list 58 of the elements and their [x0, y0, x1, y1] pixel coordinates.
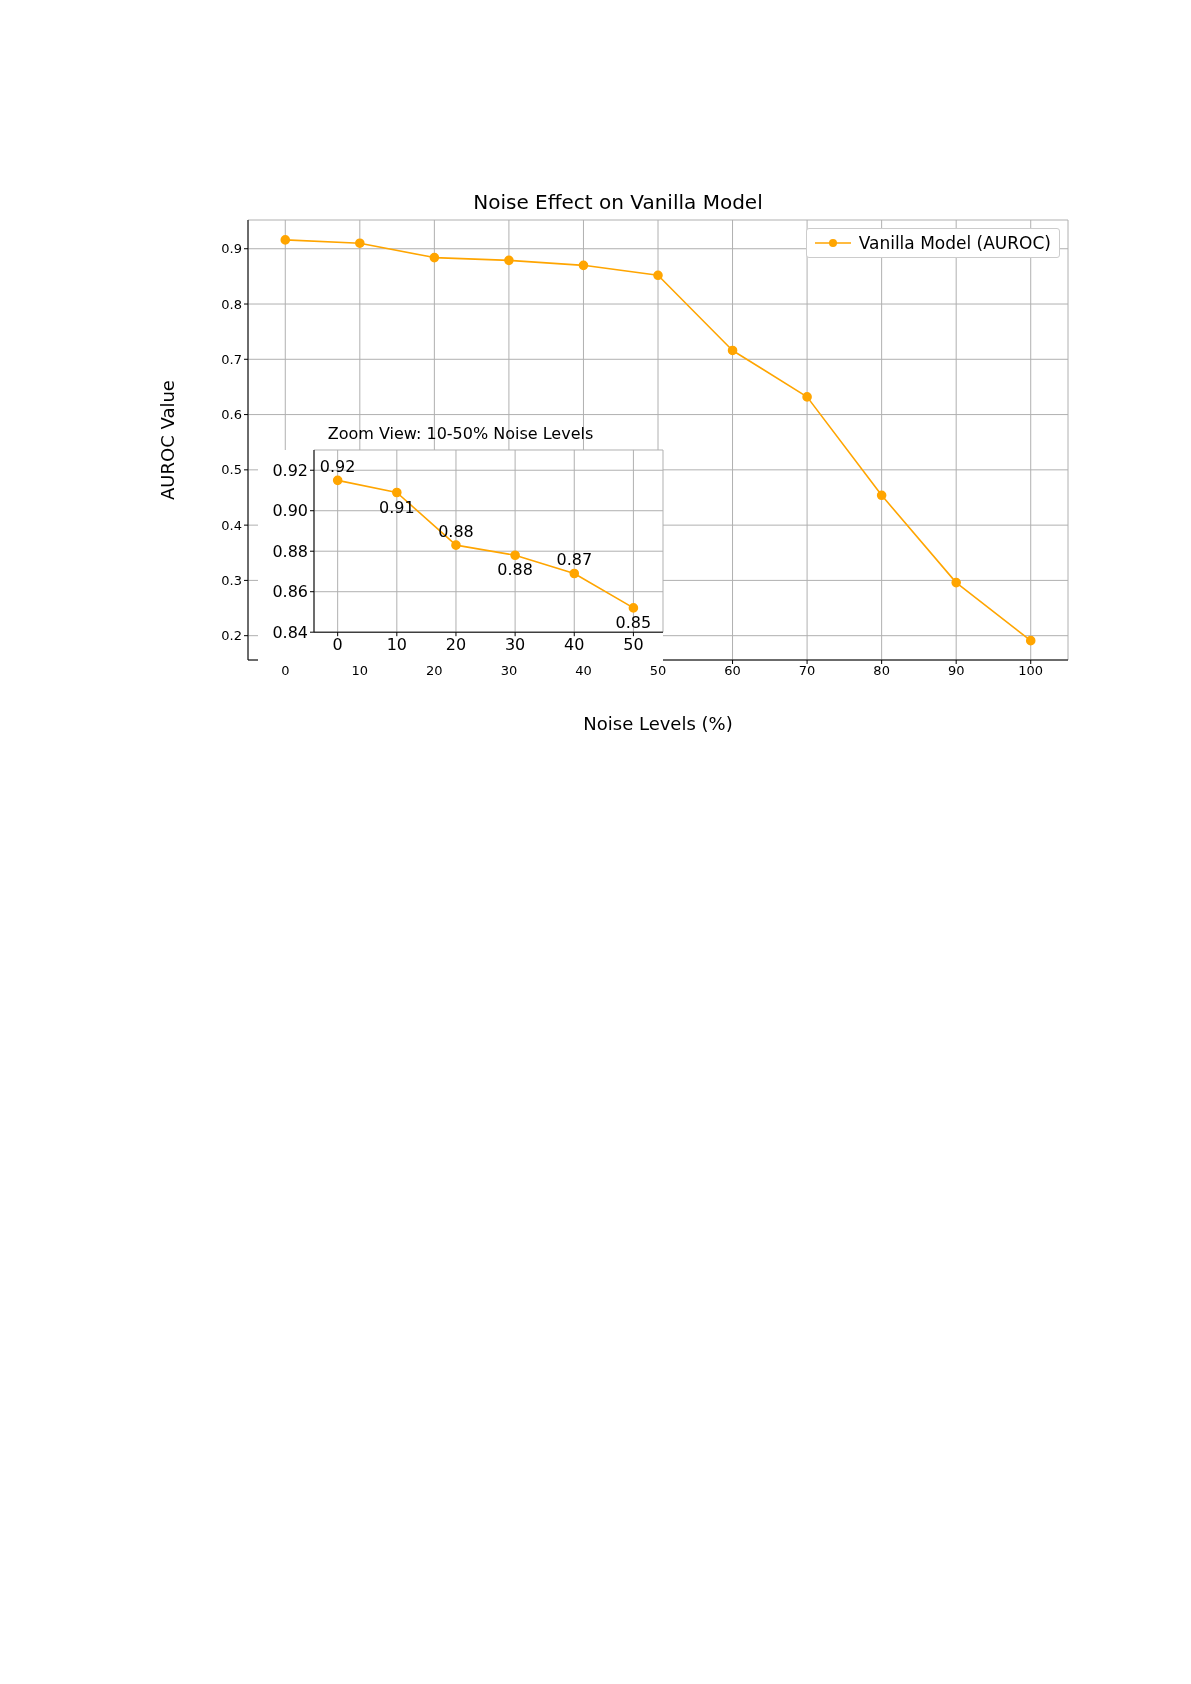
- y-tick-label: 0.9: [221, 241, 242, 257]
- x-tick-label: 40: [564, 634, 585, 654]
- chart-title: Noise Effect on Vanilla Model: [472, 190, 764, 214]
- data-label: 0.87: [556, 549, 593, 569]
- y-tick-label: 0.4: [221, 517, 242, 533]
- y-tick-label: 0.86: [272, 581, 309, 601]
- x-tick-label: 0: [332, 634, 343, 654]
- point: [510, 549, 520, 560]
- x-axis-title: Noise Levels (%): [583, 713, 733, 734]
- point: [451, 539, 461, 550]
- point: [802, 392, 812, 402]
- legend-label: Vanilla Model (AUROC): [858, 233, 1051, 253]
- point: [429, 252, 440, 263]
- point: [569, 568, 580, 578]
- x-tick-label: 30: [500, 663, 518, 679]
- point: [280, 235, 291, 245]
- x-tick-label: 90: [947, 663, 965, 679]
- point: [628, 602, 639, 613]
- y-tick-label: 0.88: [272, 541, 309, 561]
- point: [727, 345, 738, 356]
- data-label: 0.91: [379, 497, 415, 517]
- x-tick-label: 70: [798, 663, 816, 679]
- x-tick-label: 30: [504, 634, 526, 654]
- point: [876, 490, 887, 501]
- y-tick-label: 0.3: [221, 573, 242, 589]
- y-tick-label: 0.92: [272, 460, 309, 480]
- y-tick-label: 0.5: [221, 462, 242, 478]
- x-tick-label: 50: [649, 663, 667, 679]
- x-tick-label: 10: [351, 663, 369, 679]
- x-tick-label: 20: [426, 663, 443, 679]
- x-tick-label: 10: [386, 634, 407, 654]
- data-label: 0.85: [615, 612, 652, 632]
- point: [578, 260, 589, 271]
- y-tick-label: 0.90: [272, 500, 309, 520]
- y-tick-label: 0.7: [221, 351, 242, 367]
- x-tick-label: 0: [281, 663, 290, 679]
- y-tick-label: 0.84: [272, 622, 309, 642]
- point: [951, 577, 961, 588]
- y-tick-label: 0.8: [221, 296, 242, 312]
- x-tick-label: 40: [575, 663, 592, 679]
- point: [392, 487, 402, 497]
- point: [355, 238, 365, 249]
- point: [653, 270, 663, 281]
- y-tick-label: 0.6: [221, 407, 242, 423]
- point: [1025, 635, 1036, 646]
- data-label: 0.88: [497, 559, 533, 579]
- chart-title: Zoom View: 10-50% Noise Levels: [326, 423, 595, 443]
- y-tick-label: 0.2: [221, 628, 242, 644]
- point: [332, 475, 343, 485]
- data-label: 0.92: [319, 456, 356, 476]
- data-label: 0.88: [438, 521, 474, 541]
- y-axis-title: AUROC Value: [157, 380, 179, 500]
- x-tick-label: 100: [1018, 663, 1044, 679]
- x-tick-label: 20: [445, 634, 467, 654]
- x-tick-label: 80: [873, 663, 890, 679]
- x-tick-label: 50: [623, 634, 644, 654]
- point: [504, 255, 514, 266]
- x-tick-label: 60: [724, 663, 741, 679]
